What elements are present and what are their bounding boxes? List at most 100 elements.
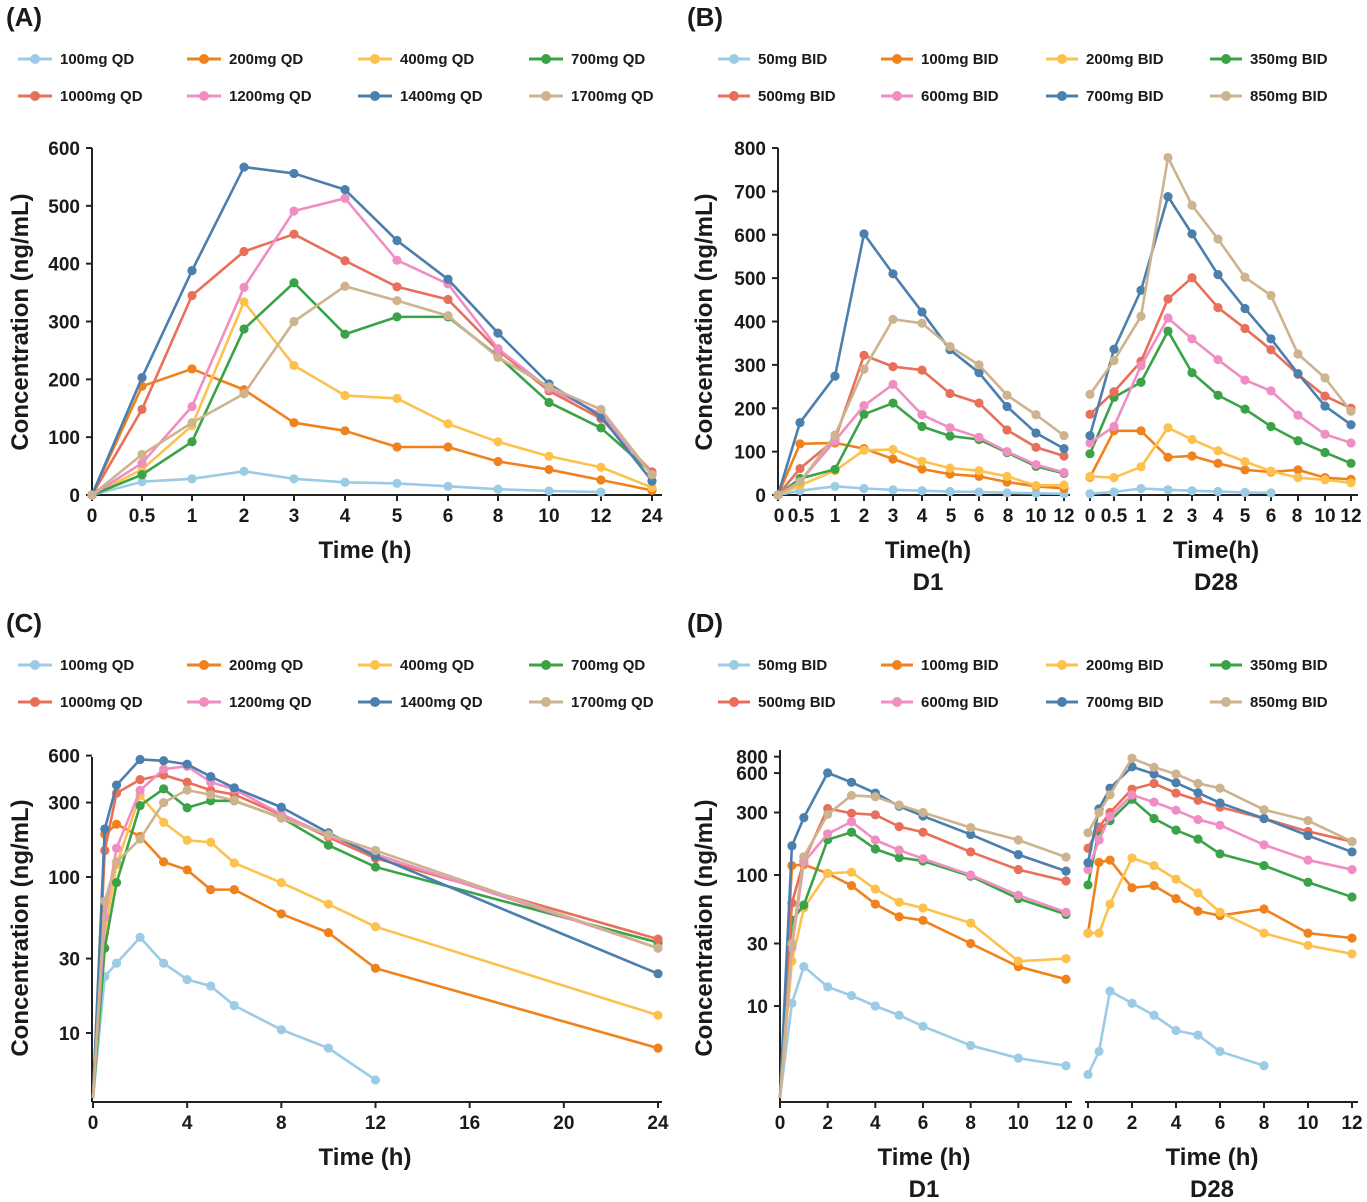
panel-d-data-point	[1061, 852, 1071, 862]
panel-d-data-point	[1347, 949, 1357, 959]
panel-d-data-point	[1094, 807, 1104, 818]
panel-d-data-point	[918, 854, 928, 864]
panel-a-data-point	[187, 364, 197, 374]
panel-b-data-point	[945, 342, 955, 352]
panel-d-data-point	[870, 810, 880, 820]
panel-b-data-point	[1266, 421, 1276, 432]
panel-d-legend-marker	[1221, 697, 1231, 707]
panel-b-data-point	[1163, 294, 1173, 304]
panel-b-x-tick-label: 2	[1163, 506, 1174, 527]
panel-a-data-point	[187, 437, 197, 447]
panel-c-data-point	[159, 857, 169, 867]
panel-d-data-point	[894, 912, 904, 922]
panel-d-y-tick-label: 600	[736, 764, 768, 785]
panel-b-data-point	[1266, 334, 1276, 344]
panel-c-legend-label: 1000mg QD	[60, 694, 143, 711]
panel-d-data-point	[894, 1010, 904, 1020]
panel-d-data-point	[1303, 816, 1313, 826]
panel-d-x-tick-label: 2	[822, 1113, 833, 1134]
panel-d-data-point	[1061, 954, 1071, 964]
panel-a-y-tick-label: 500	[48, 197, 80, 218]
panel-d-data-point	[1193, 795, 1203, 805]
panel-b-legend-marker	[1057, 91, 1067, 101]
panel-b-data-point	[974, 466, 984, 476]
panel-a-data-point	[647, 470, 657, 480]
panel-b-data-point	[945, 463, 955, 473]
panel-d-data-point	[1013, 1053, 1023, 1063]
panel-c-legend-marker	[370, 660, 380, 670]
panel-b-data-point	[917, 486, 927, 496]
panel-d-subplot-d28: 0 2 4 6 8 10 12 Time (h) D28	[1083, 753, 1363, 1202]
panel-b-data-point	[859, 401, 869, 411]
panel-b-data-point	[1109, 421, 1119, 432]
panel-b-data-point	[1213, 234, 1223, 244]
panel-d-data-point	[1094, 857, 1104, 867]
panel-a-data-point	[239, 389, 249, 399]
panel-d-data-point	[918, 1021, 928, 1031]
panel-b-data-point	[1266, 345, 1276, 355]
panel-a-series-line	[91, 197, 653, 497]
panel-c-data-point	[100, 896, 110, 906]
panel-c-y-tick-label: 30	[59, 950, 80, 971]
panel-a-data-point	[239, 246, 249, 257]
panel-c-data-point	[276, 909, 286, 919]
panel-a-data-point	[340, 256, 350, 266]
panel-c-data-point	[182, 803, 192, 813]
panel-a-data-point	[392, 296, 402, 306]
panel-d-data-point	[1193, 1030, 1203, 1040]
panel-d-legend-marker	[892, 660, 902, 670]
panel-c-data-point	[653, 1010, 663, 1020]
panel-a-legend-marker	[30, 54, 40, 64]
panel-d-day-label: D28	[1190, 1176, 1234, 1202]
panel-a-data-point	[289, 360, 299, 371]
panel-c-label: (C)	[6, 608, 42, 638]
panel-c-y-tick-label: 100	[48, 868, 80, 889]
panel-a-data-point	[392, 393, 402, 404]
panel-b-y-tick-label: 600	[734, 226, 766, 247]
panel-d-x-tick-label: 8	[965, 1113, 976, 1134]
panel-b-y-tick-label: 400	[734, 313, 766, 334]
panel-b-data-point	[1109, 355, 1119, 366]
panel-b-data-point	[1163, 485, 1173, 495]
panel-b-data-point	[1187, 451, 1197, 461]
panel-d-data-point	[966, 829, 976, 840]
panel-a-data-point	[392, 478, 402, 489]
panel-c-x-tick-label: 8	[276, 1113, 287, 1134]
panel-d-data-point	[894, 852, 904, 863]
panel-a-data-point	[392, 442, 402, 452]
panel-d-series-line	[778, 965, 1067, 1099]
panel-b-y-label: Concentration (ng/mL)	[691, 193, 718, 450]
panel-b-data-point	[1213, 446, 1223, 456]
panel-c-data-point	[182, 759, 192, 769]
panel-b-data-point	[1346, 420, 1356, 430]
panel-b-y-tick-label: 100	[734, 443, 766, 464]
panel-b-data-point	[945, 423, 955, 433]
panel-b-data-point	[1320, 401, 1330, 411]
panel-d-data-point	[1193, 778, 1203, 789]
panel-d-y-tick-label: 30	[747, 934, 768, 955]
panel-b-data-point	[1320, 429, 1330, 439]
panel-d-x-tick-label: 2	[1127, 1113, 1138, 1134]
panel-a-y-tick-label: 400	[48, 255, 80, 276]
panel-b-data-point	[1187, 486, 1197, 496]
panel-b-y-tick-label: 700	[734, 182, 766, 203]
panel-b-data-point	[1136, 426, 1146, 436]
panel-b-data-point	[795, 477, 805, 487]
panel-b-data-point	[1266, 466, 1276, 476]
panel-b-x-tick-label: 6	[974, 506, 985, 527]
panel-c-data-point	[653, 943, 663, 953]
panel-d-data-point	[1149, 762, 1159, 772]
panel-d-x-label: Time (h)	[1166, 1144, 1259, 1171]
panel-b-data-point	[1266, 290, 1276, 301]
panel-b-data-point	[888, 454, 898, 464]
panel-c-data-point	[159, 784, 169, 794]
panel-b-y-tick-label: 200	[734, 399, 766, 420]
panel-b-data-point	[1136, 285, 1146, 295]
panel-d-data-point	[1149, 813, 1159, 824]
panel-a-y-tick-label: 100	[48, 428, 80, 449]
panel-b-data-point	[945, 431, 955, 441]
panel-d-data-point	[846, 881, 857, 891]
panel-a-data-point	[340, 193, 350, 203]
panel-d-day-label: D1	[909, 1176, 940, 1202]
